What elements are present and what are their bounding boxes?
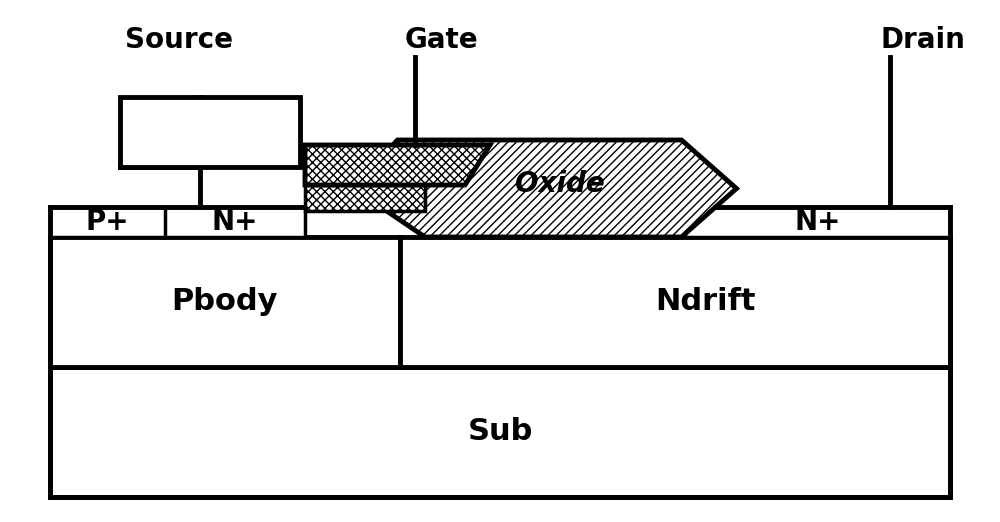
Text: Gate: Gate: [405, 26, 479, 54]
Text: N+: N+: [794, 208, 841, 236]
Text: Sub: Sub: [467, 418, 533, 446]
Bar: [685, 207, 950, 237]
Polygon shape: [354, 140, 736, 237]
Polygon shape: [305, 185, 425, 211]
Bar: [400, 237, 950, 367]
Polygon shape: [305, 145, 490, 185]
Text: P+: P+: [86, 208, 129, 236]
Text: Ndrift: Ndrift: [655, 288, 755, 316]
Text: Pbody: Pbody: [172, 288, 278, 316]
Text: Oxide: Oxide: [515, 170, 605, 197]
Bar: [50, 237, 400, 367]
Bar: [50, 367, 950, 497]
Bar: [50, 207, 305, 237]
Text: N+: N+: [212, 208, 258, 236]
Bar: [120, 97, 300, 167]
Text: Drain: Drain: [880, 26, 965, 54]
Text: Source: Source: [125, 26, 233, 54]
